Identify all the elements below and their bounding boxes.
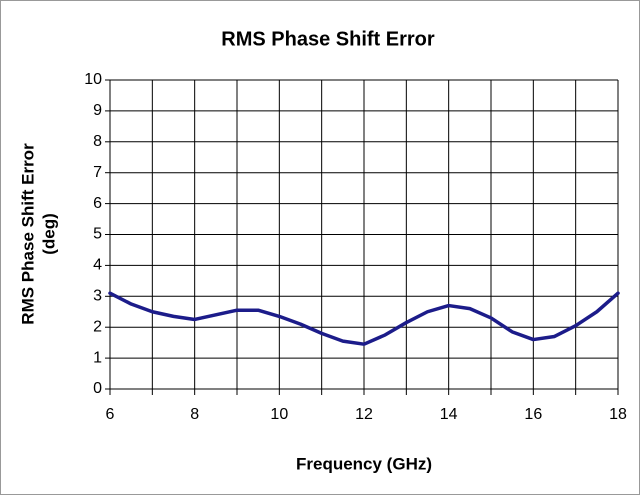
y-tick-label: 8: [93, 133, 102, 150]
x-tick-label: 10: [270, 406, 288, 423]
chart-title: RMS Phase Shift Error: [221, 28, 435, 50]
x-tick-label: 16: [524, 406, 542, 423]
y-tick-label: 10: [84, 71, 102, 88]
y-tick-label: 4: [93, 257, 102, 274]
x-tick-label: 12: [355, 406, 373, 423]
y-tick-label: 7: [93, 164, 102, 181]
y-axis-label: (deg): [39, 213, 58, 255]
x-tick-label: 8: [190, 406, 199, 423]
y-tick-label: 3: [93, 288, 102, 305]
x-axis-label: Frequency (GHz): [296, 454, 432, 473]
x-tick-label: 6: [106, 406, 115, 423]
x-tick-label: 14: [440, 406, 458, 423]
x-tick-label: 18: [609, 406, 627, 423]
data-line: [108, 291, 620, 346]
y-axis-label: RMS Phase Shift Error: [18, 143, 37, 325]
y-tick-label: 6: [93, 195, 102, 212]
y-tick-label: 2: [93, 318, 102, 335]
y-tick-label: 1: [93, 349, 102, 366]
y-tick-label: 5: [93, 226, 102, 243]
y-tick-label: 9: [93, 102, 102, 119]
y-tick-label: 0: [93, 380, 102, 397]
